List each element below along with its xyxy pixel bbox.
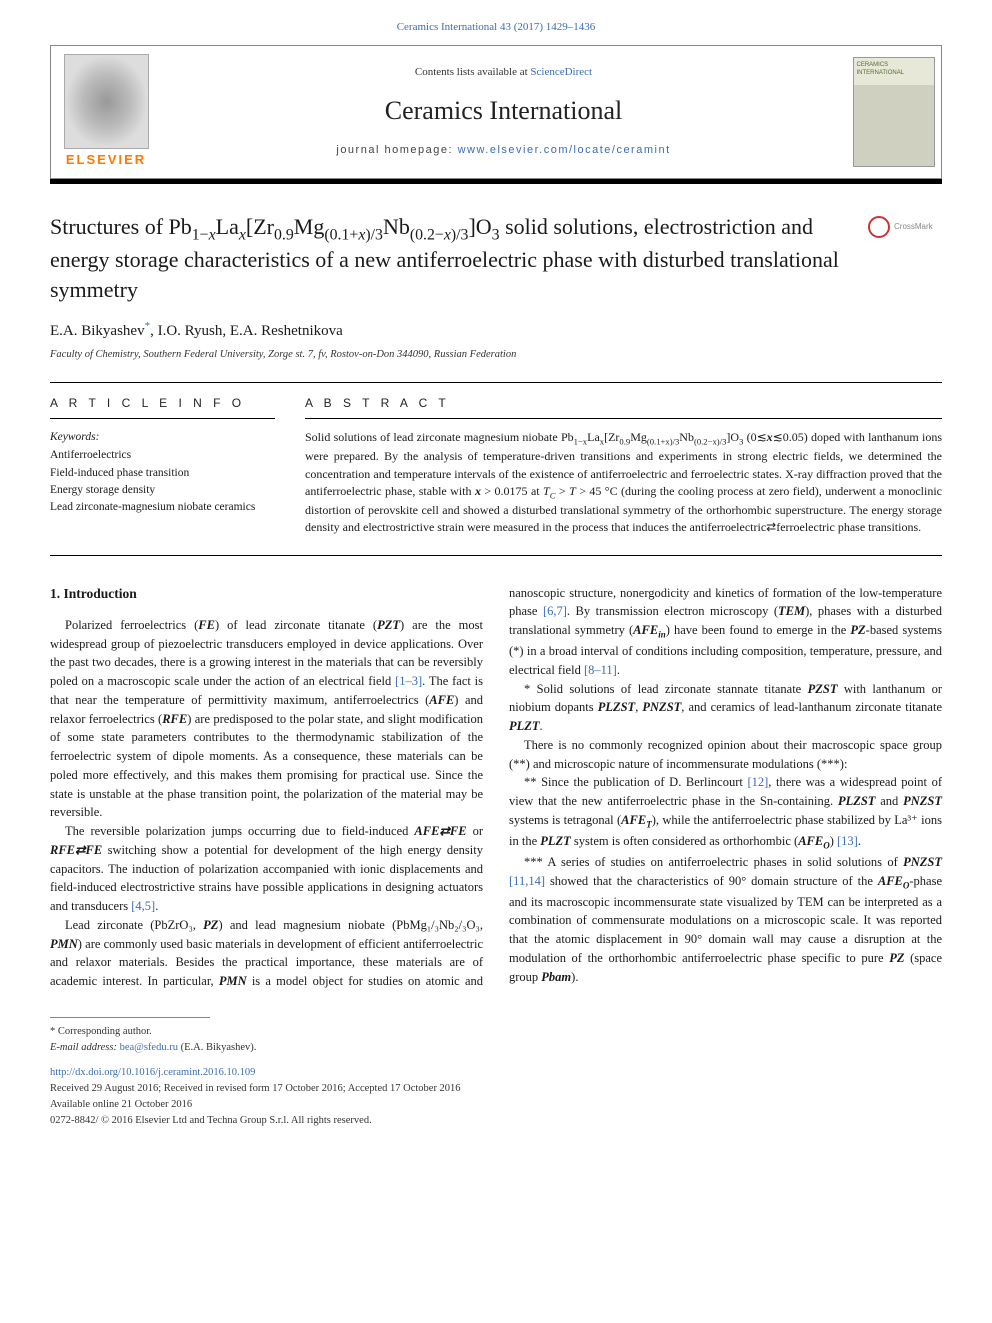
journal-header-box: ELSEVIER Contents lists available at Sci… — [50, 45, 942, 178]
crossmark-label: CrossMark — [894, 221, 933, 232]
abstract-label: A B S T R A C T — [305, 395, 942, 412]
divider — [50, 555, 942, 556]
ref-link[interactable]: [13] — [837, 834, 858, 848]
online-line: Available online 21 October 2016 — [50, 1097, 942, 1113]
cover-thumbnail-icon: CERAMICS INTERNATIONAL — [853, 57, 935, 167]
journal-citation: Ceramics International 43 (2017) 1429–14… — [50, 20, 942, 35]
homepage-link[interactable]: www.elsevier.com/locate/ceramint — [458, 144, 671, 156]
received-line: Received 29 August 2016; Received in rev… — [50, 1081, 942, 1097]
paragraph: ** Since the publication of D. Berlincou… — [509, 773, 942, 853]
article-info-label: A R T I C L E I N F O — [50, 395, 275, 412]
body-text: 1. Introduction Polarized ferroelectrics… — [50, 584, 942, 991]
doi-link[interactable]: http://dx.doi.org/10.1016/j.ceramint.201… — [50, 1067, 255, 1078]
ref-link[interactable]: [4,5] — [131, 899, 155, 913]
contents-prefix: Contents lists available at — [415, 66, 530, 78]
homepage-prefix: journal homepage: — [336, 144, 457, 156]
keywords-label: Keywords: — [50, 429, 275, 445]
crossmark-icon — [868, 216, 890, 238]
paragraph: *** A series of studies on antiferroelec… — [509, 853, 942, 987]
keyword: Energy storage density — [50, 482, 275, 499]
keywords-list: Antiferroelectrics Field-induced phase t… — [50, 447, 275, 516]
ref-link[interactable]: [11,14] — [509, 874, 545, 888]
ref-link[interactable]: [1–3] — [395, 674, 422, 688]
journal-cover: CERAMICS INTERNATIONAL — [846, 46, 941, 177]
header-center: Contents lists available at ScienceDirec… — [161, 46, 846, 177]
elsevier-wordmark: ELSEVIER — [66, 151, 146, 169]
sciencedirect-link[interactable]: ScienceDirect — [530, 66, 592, 78]
authors: E.A. Bikyashev*, I.O. Ryush, E.A. Reshet… — [50, 319, 942, 342]
corresponding-note: * Corresponding author. — [50, 1024, 942, 1040]
keyword: Field-induced phase transition — [50, 465, 275, 482]
crossmark-badge[interactable]: CrossMark — [868, 212, 942, 242]
keyword: Antiferroelectrics — [50, 447, 275, 464]
keyword: Lead zirconate-magnesium niobate ceramic… — [50, 499, 275, 516]
copyright-line: 0272-8842/ © 2016 Elsevier Ltd and Techn… — [50, 1113, 942, 1129]
footer: * Corresponding author. E-mail address: … — [50, 1024, 942, 1129]
paragraph: The reversible polarization jumps occurr… — [50, 822, 483, 916]
email-link[interactable]: bea@sfedu.ru — [120, 1042, 178, 1053]
divider — [50, 382, 942, 383]
intro-heading: 1. Introduction — [50, 584, 483, 604]
contents-line: Contents lists available at ScienceDirec… — [415, 65, 592, 80]
ref-link[interactable]: [8–11] — [584, 663, 617, 677]
header-underline — [50, 179, 942, 184]
article-info-block: A R T I C L E I N F O Keywords: Antiferr… — [50, 395, 275, 536]
ref-link[interactable]: [12] — [747, 775, 768, 789]
ref-link[interactable]: [6,7] — [543, 604, 567, 618]
paragraph: * Solid solutions of lead zirconate stan… — [509, 680, 942, 736]
elsevier-tree-icon — [64, 54, 149, 149]
article-title: Structures of Pb1−xLax[Zr0.9Mg(0.1+x)/3N… — [50, 212, 856, 305]
corresponding-marker: * — [145, 320, 151, 332]
paragraph: There is no commonly recognized opinion … — [509, 736, 942, 774]
paragraph: Polarized ferroelectrics (FE) of lead zi… — [50, 616, 483, 822]
footer-separator — [50, 1017, 210, 1018]
abstract-text: Solid solutions of lead zirconate magnes… — [305, 429, 942, 536]
abstract-block: A B S T R A C T Solid solutions of lead … — [305, 395, 942, 536]
affiliation: Faculty of Chemistry, Southern Federal U… — [50, 348, 942, 363]
journal-homepage: journal homepage: www.elsevier.com/locat… — [336, 143, 670, 158]
elsevier-logo: ELSEVIER — [51, 46, 161, 177]
email-line: E-mail address: bea@sfedu.ru (E.A. Bikya… — [50, 1040, 942, 1056]
journal-name: Ceramics International — [385, 93, 623, 129]
